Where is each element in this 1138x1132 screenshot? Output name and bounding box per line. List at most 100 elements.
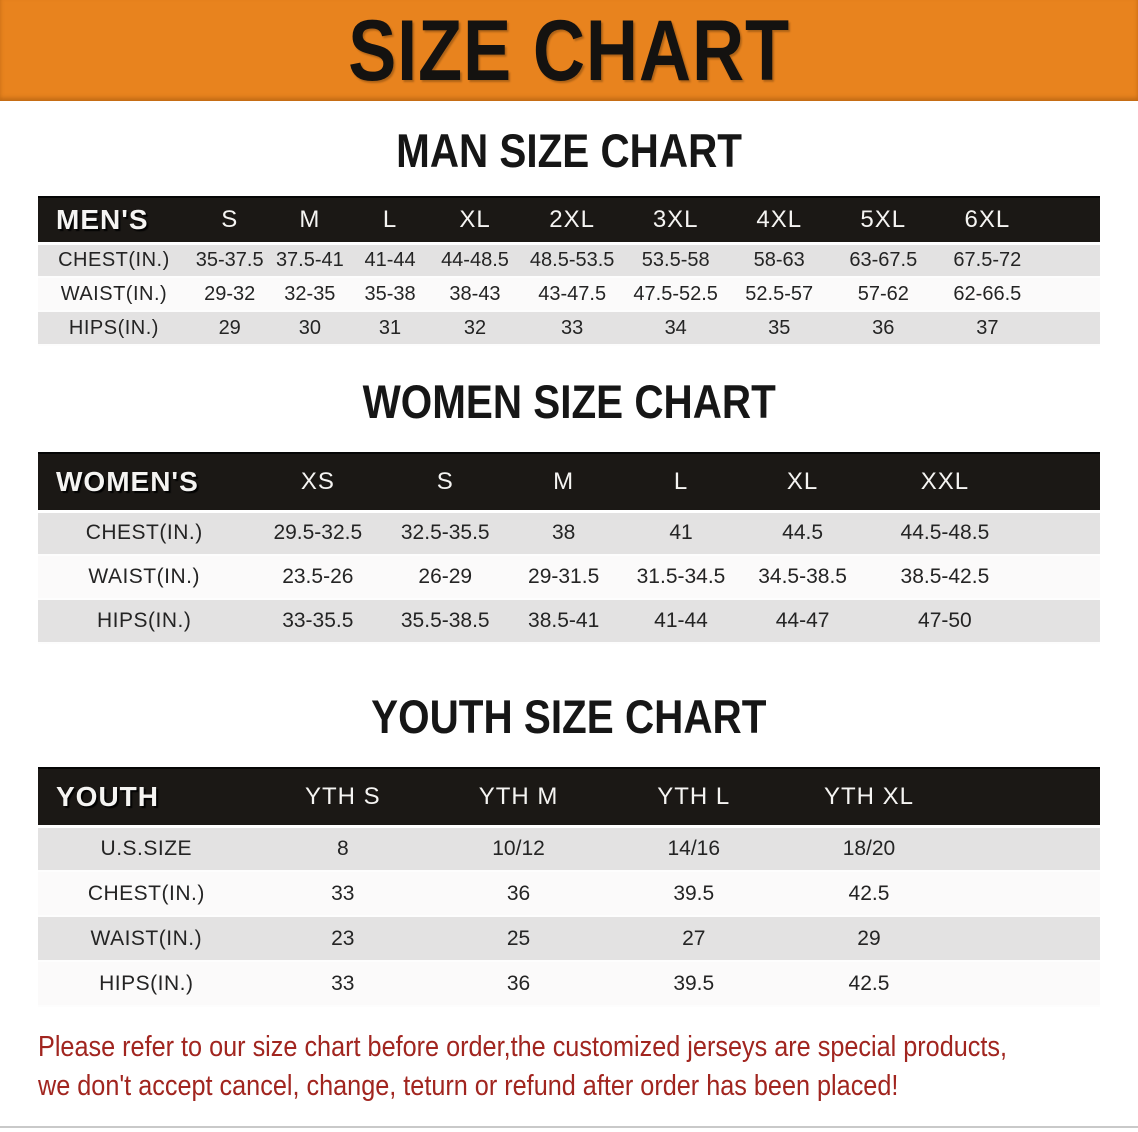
- size-cell: 38.5-41: [505, 599, 623, 644]
- disclaimer-line-1: Please refer to our size chart before or…: [38, 1031, 1008, 1063]
- size-cell: 36: [430, 871, 607, 917]
- size-cell: 41: [622, 511, 740, 556]
- women-table-header-row: WOMEN'S XS S M L XL XXL: [38, 452, 1100, 513]
- size-cell: 27: [606, 916, 782, 962]
- row-filler: [1039, 277, 1100, 312]
- table-row: HIPS(IN.) 33-35.5 35.5-38.5 38.5-41 41-4…: [38, 599, 1100, 644]
- men-section-heading: MAN SIZE CHART: [0, 124, 1138, 177]
- size-cell: 43-47.5: [520, 277, 625, 312]
- size-cell: 34.5-38.5: [739, 555, 866, 600]
- size-cell: 36: [831, 311, 936, 346]
- size-cell: 41-44: [350, 243, 430, 278]
- row-filler: [1039, 311, 1100, 346]
- size-cell: 47.5-52.5: [624, 277, 728, 312]
- size-cell: 35: [727, 311, 832, 346]
- women-section-heading: WOMEN SIZE CHART: [0, 375, 1138, 428]
- youth-section-heading: YOUTH SIZE CHART: [0, 693, 1138, 740]
- size-cell: 25: [430, 916, 607, 962]
- row-filler: [956, 961, 1100, 1007]
- table-row: HIPS(IN.) 29 30 31 32 33 34 35 36 37: [38, 311, 1100, 346]
- table-row: HIPS(IN.) 33 36 39.5 42.5: [38, 961, 1100, 1007]
- row-label: CHEST(IN.): [38, 243, 190, 278]
- size-cell: 38-43: [429, 277, 521, 312]
- size-cell: 39.5: [606, 871, 782, 917]
- row-filler: [956, 871, 1100, 917]
- column-header: M: [505, 452, 623, 513]
- size-cell: 62-66.5: [935, 277, 1040, 312]
- size-cell: 23: [254, 916, 431, 962]
- size-cell: 35.5-38.5: [385, 599, 506, 644]
- size-cell: 38.5-42.5: [865, 555, 1025, 600]
- size-cell: 57-62: [831, 277, 936, 312]
- size-cell: 44-47: [739, 599, 866, 644]
- size-cell: 44.5-48.5: [865, 511, 1025, 556]
- size-cell: 33: [254, 871, 431, 917]
- column-header: L: [350, 196, 430, 245]
- table-row: WAIST(IN.) 23 25 27 29: [38, 916, 1100, 962]
- column-header: S: [385, 452, 506, 513]
- column-header: 5XL: [831, 196, 936, 245]
- size-cell: 48.5-53.5: [520, 243, 625, 278]
- size-cell: 23.5-26: [250, 555, 386, 600]
- size-cell: 29: [189, 311, 270, 346]
- row-filler: [956, 916, 1100, 962]
- size-cell: 35-37.5: [189, 243, 270, 278]
- size-cell: 41-44: [622, 599, 740, 644]
- size-cell: 32: [429, 311, 521, 346]
- banner-title: SIZE CHART: [348, 2, 790, 99]
- disclaimer-line-2: we don't accept cancel, change, teturn o…: [38, 1070, 899, 1102]
- disclaimer-text: Please refer to our size chart before or…: [0, 1028, 1138, 1106]
- size-cell: 39.5: [606, 961, 782, 1007]
- women-section-heading-text: WOMEN SIZE CHART: [362, 375, 776, 428]
- youth-table-title: YOUTH: [38, 767, 255, 828]
- table-row: CHEST(IN.) 33 36 39.5 42.5: [38, 871, 1100, 917]
- table-row: CHEST(IN.) 29.5-32.5 32.5-35.5 38 41 44.…: [38, 511, 1100, 556]
- row-label: CHEST(IN.): [38, 511, 251, 556]
- size-cell: 31: [350, 311, 430, 346]
- men-table-header-row: MEN'S S M L XL 2XL 3XL 4XL 5XL 6XL: [38, 196, 1100, 245]
- size-cell: 38: [505, 511, 623, 556]
- size-cell: 29-32: [189, 277, 270, 312]
- size-cell: 33-35.5: [250, 599, 386, 644]
- row-label: HIPS(IN.): [38, 311, 190, 346]
- column-header: S: [189, 196, 270, 245]
- row-filler: [1024, 599, 1100, 644]
- size-cell: 34: [624, 311, 728, 346]
- size-cell: 63-67.5: [831, 243, 936, 278]
- table-row: WAIST(IN.) 29-32 32-35 35-38 38-43 43-47…: [38, 277, 1100, 312]
- size-cell: 29-31.5: [505, 555, 623, 600]
- row-label: WAIST(IN.): [38, 916, 255, 962]
- size-cell: 67.5-72: [935, 243, 1040, 278]
- column-header: 2XL: [520, 196, 625, 245]
- size-cell: 42.5: [781, 871, 957, 917]
- table-row: U.S.SIZE 8 10/12 14/16 18/20: [38, 826, 1100, 872]
- row-label: CHEST(IN.): [38, 871, 255, 917]
- table-row: WAIST(IN.) 23.5-26 26-29 29-31.5 31.5-34…: [38, 555, 1100, 600]
- size-cell: 10/12: [430, 826, 607, 872]
- header-filler: [956, 767, 1100, 828]
- size-cell: 52.5-57: [727, 277, 832, 312]
- size-cell: 53.5-58: [624, 243, 728, 278]
- bottom-divider: [0, 1126, 1138, 1128]
- column-header: YTH S: [254, 767, 431, 828]
- size-cell: 29.5-32.5: [250, 511, 386, 556]
- row-label: WAIST(IN.): [38, 277, 190, 312]
- column-header: XL: [429, 196, 521, 245]
- column-header: XL: [739, 452, 866, 513]
- row-label: HIPS(IN.): [38, 961, 255, 1007]
- row-label: U.S.SIZE: [38, 826, 255, 872]
- row-filler: [956, 826, 1100, 872]
- men-size-table: MEN'S S M L XL 2XL 3XL 4XL 5XL 6XL CHEST…: [38, 196, 1100, 346]
- column-header: M: [269, 196, 351, 245]
- column-header: 4XL: [727, 196, 832, 245]
- size-cell: 44.5: [739, 511, 866, 556]
- size-cell: 32-35: [269, 277, 351, 312]
- size-cell: 30: [269, 311, 351, 346]
- size-chart-banner: SIZE CHART: [0, 0, 1138, 101]
- size-cell: 33: [254, 961, 431, 1007]
- column-header: YTH L: [606, 767, 782, 828]
- header-filler: [1024, 452, 1100, 513]
- men-section-heading-text: MAN SIZE CHART: [396, 124, 742, 177]
- size-cell: 31.5-34.5: [622, 555, 740, 600]
- size-cell: 33: [520, 311, 625, 346]
